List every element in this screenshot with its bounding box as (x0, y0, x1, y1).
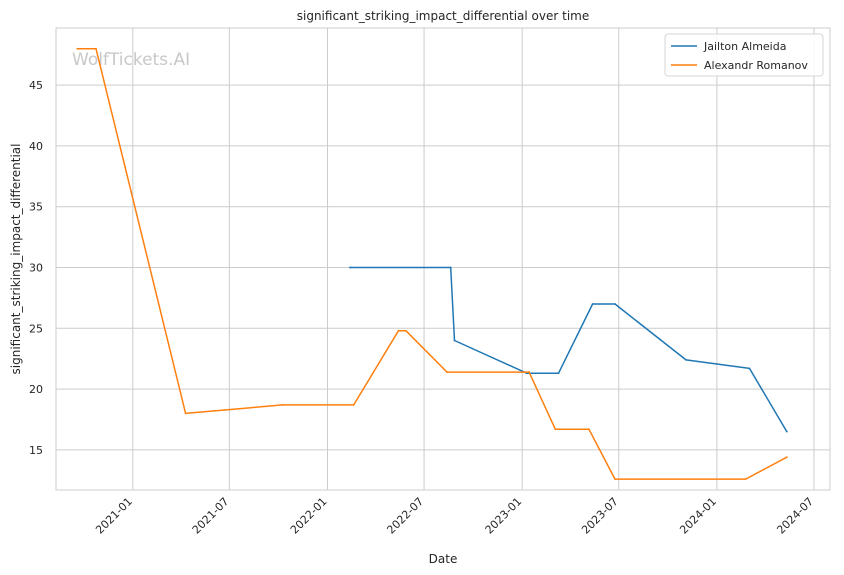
y-axis-ticks: 15 20 25 30 35 40 45 (29, 79, 43, 457)
y-tick-label: 40 (29, 140, 43, 153)
data-point (785, 456, 788, 459)
series-layer (76, 47, 788, 480)
data-point (614, 303, 616, 305)
series-line-0 (349, 266, 788, 432)
data-point (554, 428, 557, 431)
data-point (352, 403, 355, 406)
x-tick-label: 2023-01 (483, 495, 525, 537)
plot-area-frame (55, 27, 831, 491)
x-axis-ticks: 2021-01 2021-07 2022-01 2022-07 2023-01 2023-… (93, 495, 816, 537)
data-point (95, 47, 97, 50)
chart-title: significant_striking_impact_differential… (297, 9, 589, 23)
legend-label: Alexandr Romanov (704, 59, 808, 72)
data-point (446, 371, 448, 373)
x-tick-label: 2023-07 (579, 495, 621, 537)
data-point (76, 47, 79, 50)
data-point (349, 266, 351, 269)
y-axis-label: significant_striking_impact_differential (9, 144, 23, 375)
x-tick-label: 2022-01 (288, 495, 330, 537)
data-point (281, 403, 284, 406)
legend: Jailton Almeida Alexandr Romanov (664, 33, 824, 77)
y-tick-label: 45 (29, 79, 43, 92)
x-tick-label: 2021-07 (190, 495, 232, 537)
x-tick-label: 2024-07 (774, 495, 816, 537)
y-tick-label: 20 (29, 383, 43, 396)
y-tick-label: 30 (29, 262, 43, 275)
data-point (453, 339, 456, 342)
x-axis-label: Date (429, 552, 458, 566)
x-tick-label: 2022-07 (384, 495, 426, 537)
series-line-1 (77, 47, 788, 480)
data-point (528, 371, 531, 373)
legend-label: Jailton Almeida (703, 40, 786, 53)
data-point (614, 478, 616, 480)
y-tick-label: 15 (29, 444, 43, 457)
data-point (449, 266, 452, 269)
data-point (785, 430, 788, 433)
data-point (184, 412, 187, 415)
data-point (587, 428, 590, 431)
y-tick-label: 35 (29, 201, 43, 214)
data-point (744, 478, 747, 480)
x-tick-label: 2024-01 (677, 495, 719, 537)
legend-box (664, 33, 824, 77)
grid-lines (56, 28, 830, 490)
y-tick-label: 25 (29, 322, 43, 335)
data-point (591, 303, 594, 305)
data-point (397, 329, 400, 332)
data-point (405, 329, 407, 332)
data-point (557, 372, 560, 375)
watermark: WolfTickets.AI (72, 50, 190, 70)
data-point (748, 367, 751, 370)
data-point (685, 359, 687, 361)
x-tick-label: 2021-01 (93, 495, 135, 537)
